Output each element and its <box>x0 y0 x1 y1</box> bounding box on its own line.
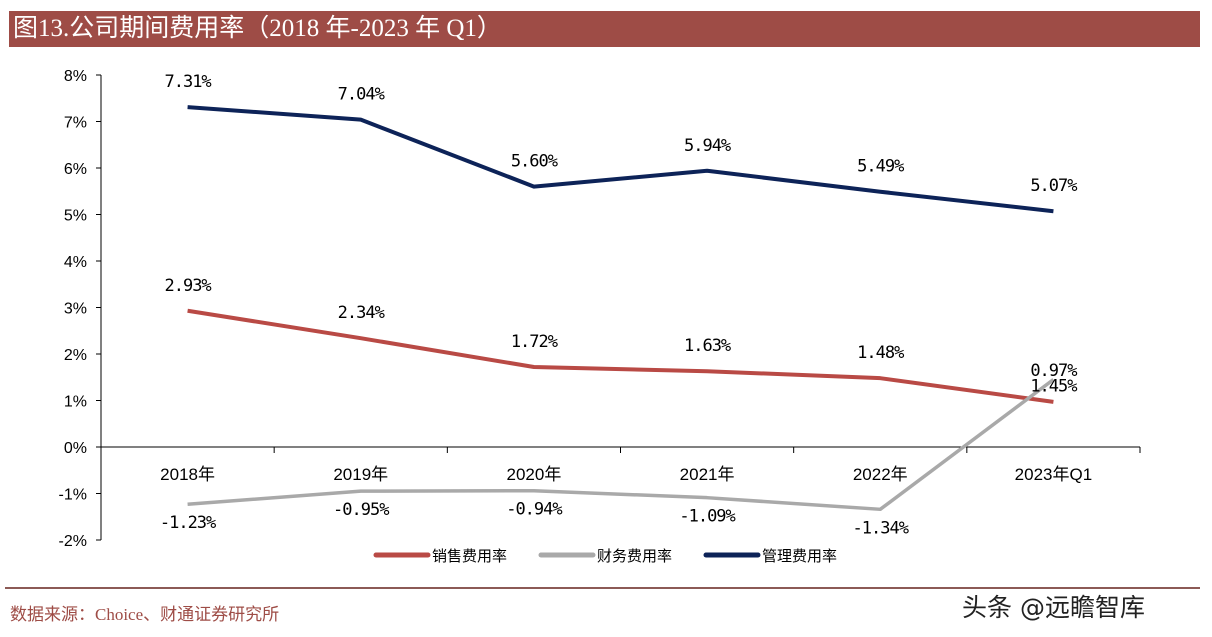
data-label: -1.34% <box>853 518 909 538</box>
legend-label-2: 财务费用率 <box>597 547 672 565</box>
data-label: 5.49% <box>857 157 904 177</box>
data-label: -1.09% <box>679 507 735 527</box>
footer-divider <box>5 587 1200 589</box>
series-line-3 <box>187 105 1054 214</box>
legend-label-3: 管理费用率 <box>762 547 837 565</box>
data-label: 1.72% <box>511 332 558 352</box>
y-tick-label: 8% <box>64 68 87 85</box>
data-label: -0.94% <box>506 500 562 520</box>
y-tick-label: 6% <box>64 161 87 178</box>
legend-label-1: 销售费用率 <box>432 547 507 565</box>
data-label: -1.23% <box>160 513 216 533</box>
data-label: 2.93% <box>164 276 211 296</box>
x-tick-label: 2020年 <box>507 465 562 484</box>
y-tick-label: 1% <box>64 394 87 411</box>
source-note: 数据来源：Choice、财通证券研究所 <box>10 605 280 624</box>
y-tick-label: 5% <box>64 208 87 225</box>
data-label: 5.07% <box>1030 176 1077 196</box>
x-tick-label: 2022年 <box>853 465 908 484</box>
data-label: 7.04% <box>338 85 385 105</box>
data-label: 5.60% <box>511 152 558 172</box>
data-label: 2.34% <box>338 303 385 323</box>
data-label: 0.97% <box>1030 361 1077 381</box>
y-tick-label: 3% <box>64 301 87 318</box>
data-label: 5.94% <box>684 136 731 156</box>
watermark: 头条 @远瞻智库 <box>962 593 1145 622</box>
y-tick-label: 2% <box>64 347 87 364</box>
data-label: 1.48% <box>857 343 904 363</box>
data-label: 1.63% <box>684 336 731 356</box>
x-tick-label: 2021年 <box>680 465 735 484</box>
data-label: -0.95% <box>333 500 389 520</box>
y-tick-label: 7% <box>64 115 87 132</box>
y-tick-label: 4% <box>64 254 87 271</box>
data-label: 7.31% <box>164 72 211 92</box>
figure-title: 图13.公司期间费用率（2018 年-2023 年 Q1） <box>9 11 1200 47</box>
y-tick-label: 0% <box>64 440 87 457</box>
series-line-2 <box>187 378 1055 512</box>
x-tick-label: 2019年 <box>333 465 388 484</box>
y-tick-label: -2% <box>59 533 87 550</box>
series-line-1 <box>187 308 1054 404</box>
y-tick-label: -1% <box>59 487 87 504</box>
data-label: 1.45% <box>1030 377 1077 397</box>
x-tick-label: 2018年 <box>160 465 215 484</box>
x-tick-label: 2023年Q1 <box>1015 465 1093 484</box>
